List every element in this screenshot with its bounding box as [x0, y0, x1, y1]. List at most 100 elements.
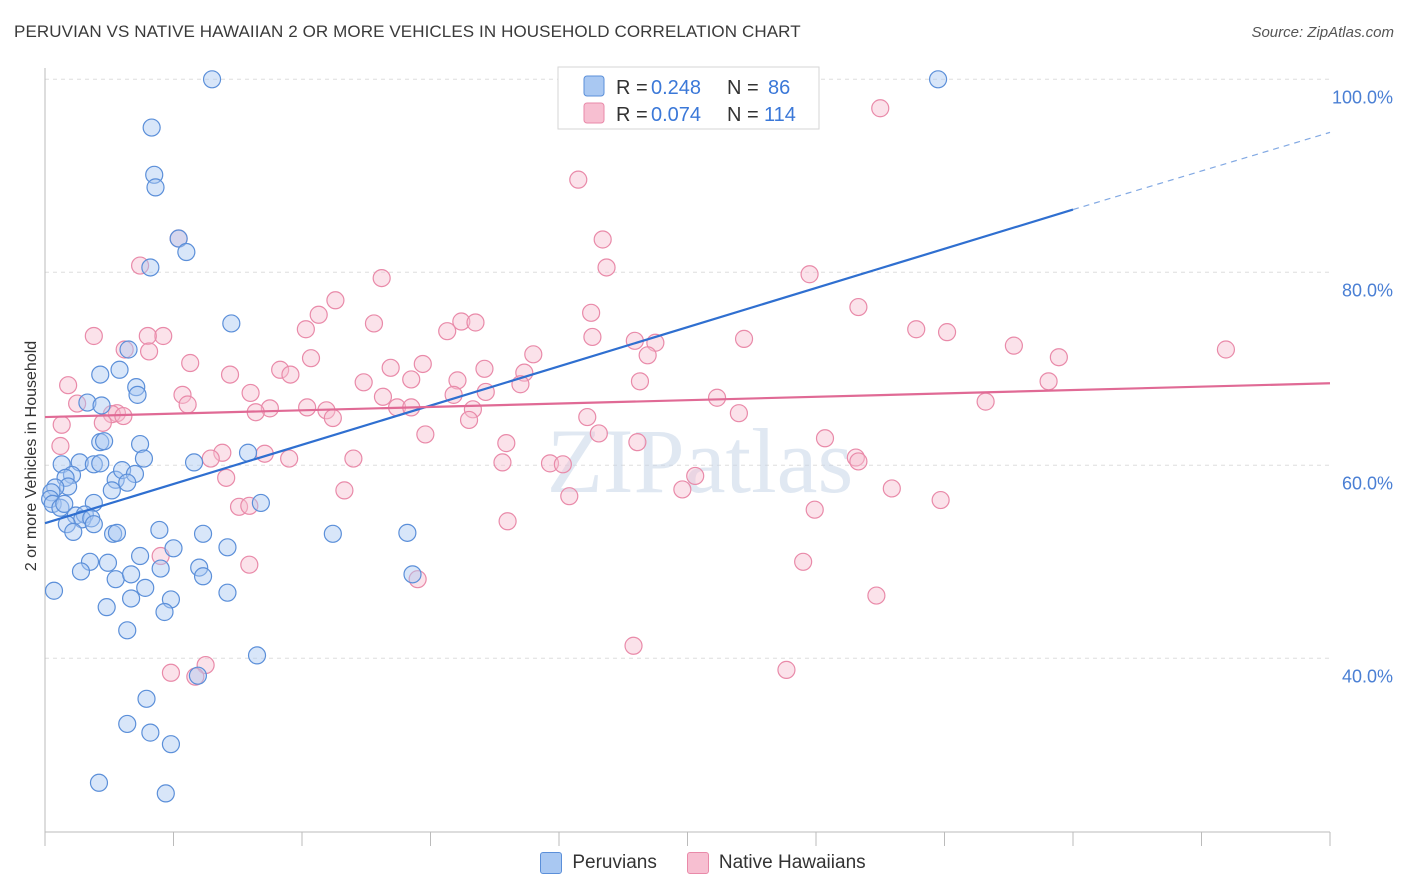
hawaiian-point	[51, 436, 70, 456]
peruvian-point	[137, 689, 156, 708]
peruvian-point	[403, 565, 422, 584]
hawaiian-point	[459, 410, 479, 430]
hawaiian-point	[296, 320, 315, 339]
gridlines	[45, 78, 1330, 659]
hawaiian-point	[815, 429, 835, 448]
legend-r-value: 0.248	[651, 77, 701, 99]
peruvian-point	[177, 242, 196, 262]
hawaiian-point	[686, 466, 705, 486]
hawaiian-point	[849, 297, 868, 317]
hawaiian-point	[408, 570, 427, 589]
peruvians-points	[41, 70, 948, 803]
hawaiian-point	[413, 354, 432, 374]
hawaiian-point	[115, 340, 134, 359]
hawaiian-point	[335, 481, 354, 500]
hawaiian-point	[630, 372, 650, 391]
hawaiian-point	[498, 512, 517, 531]
hawaiian-point	[673, 480, 692, 499]
legend-swatch-peruvians	[583, 75, 605, 97]
peruvian-point	[97, 598, 116, 617]
peruvians-swatch	[540, 852, 563, 874]
peruvian-point	[164, 539, 183, 558]
peruvian-point	[142, 118, 161, 137]
peruvian-point	[91, 454, 110, 473]
peruvian-point	[106, 570, 125, 589]
y-tick-label: 40.0%	[1342, 666, 1393, 686]
hawaiian-point	[515, 363, 534, 382]
hawaiians-trend-line	[44, 382, 1331, 419]
hawaiian-point	[217, 468, 236, 487]
hawaiian-point	[372, 268, 391, 288]
stats-legend: R = 0.248 N = 86 R = 0.074 N = 114	[557, 66, 820, 130]
hawaiian-point	[452, 312, 471, 331]
legend-item-peruvians[interactable]: Peruvians	[540, 852, 657, 874]
hawaiian-point	[93, 413, 112, 432]
peruvian-point	[218, 538, 237, 557]
hawaiian-point	[220, 365, 240, 384]
peruvian-point	[156, 784, 175, 803]
hawaiian-point	[597, 258, 616, 277]
peruvian-point	[55, 494, 74, 513]
hawaiian-point	[402, 370, 421, 389]
hawaiian-point	[524, 345, 543, 364]
peruvian-point	[42, 483, 61, 502]
hawaiian-point	[493, 453, 512, 472]
hawaiian-point	[794, 552, 813, 571]
peruvian-point	[169, 229, 188, 248]
hawaiian-point	[466, 313, 485, 332]
peruvian-point	[188, 666, 208, 685]
peruvian-point	[190, 558, 209, 577]
peruvian-point	[130, 546, 150, 566]
peruvian-point	[222, 314, 241, 333]
hawaiian-point	[52, 415, 71, 434]
peruvian-point	[146, 178, 165, 197]
hawaiian-point	[553, 455, 572, 474]
hawaiian-point	[734, 329, 754, 348]
hawaiian-point	[173, 385, 192, 404]
hawaiians-swatch	[686, 852, 709, 874]
hawaiian-point	[1039, 372, 1058, 391]
hawaiian-point	[416, 425, 435, 444]
axes	[44, 68, 1331, 846]
hawaiian-point	[475, 359, 494, 378]
watermark: ZIPatlas	[547, 410, 854, 512]
peruvian-point	[95, 432, 114, 451]
hawaiian-point	[280, 449, 299, 468]
peruvian-point	[98, 553, 118, 572]
peruvian-point	[92, 396, 111, 415]
peruvian-point	[64, 522, 83, 541]
hawaiian-point	[201, 449, 220, 468]
peruvian-point	[78, 393, 97, 412]
hawaiian-point	[161, 663, 181, 682]
chart-title: PERUVIAN VS NATIVE HAWAIIAN 2 OR MORE VE…	[14, 22, 801, 41]
hawaiian-point	[139, 342, 159, 361]
hawaiian-point	[729, 404, 749, 423]
hawaiian-point	[582, 303, 601, 322]
hawaiian-point	[213, 443, 232, 462]
peruvian-point	[134, 449, 154, 468]
peruvian-point	[141, 258, 160, 277]
scatter-chart: ZIPatlas 40.0%60.0%80.0%100.0% 0.0%100.0…	[41, 66, 1393, 846]
hawaiian-point	[84, 326, 103, 346]
hawaiian-point	[1216, 340, 1236, 359]
legend-r-value: 0.074	[651, 104, 701, 126]
peruvian-point	[202, 70, 222, 89]
hawaiian-point	[240, 496, 259, 515]
y-tick-label: 80.0%	[1342, 280, 1393, 300]
hawaiian-point	[593, 230, 612, 249]
peruvian-point	[119, 340, 138, 359]
hawaiian-point	[59, 376, 78, 395]
hawaiian-point	[323, 408, 342, 428]
peruvian-point	[89, 773, 109, 792]
peruvian-point	[151, 559, 170, 578]
peruvian-point	[928, 70, 948, 89]
hawaiian-point	[976, 392, 995, 411]
peruvian-point	[398, 523, 417, 542]
peruvian-point	[150, 520, 169, 540]
hawaiian-point	[937, 323, 957, 342]
hawaiian-point	[438, 322, 457, 341]
source-label: Source: ZipAtlas.com	[1251, 24, 1394, 41]
legend-item-hawaiians[interactable]: Native Hawaiians	[686, 852, 866, 874]
peruvian-point	[323, 524, 342, 543]
hawaiian-point	[1004, 336, 1023, 355]
